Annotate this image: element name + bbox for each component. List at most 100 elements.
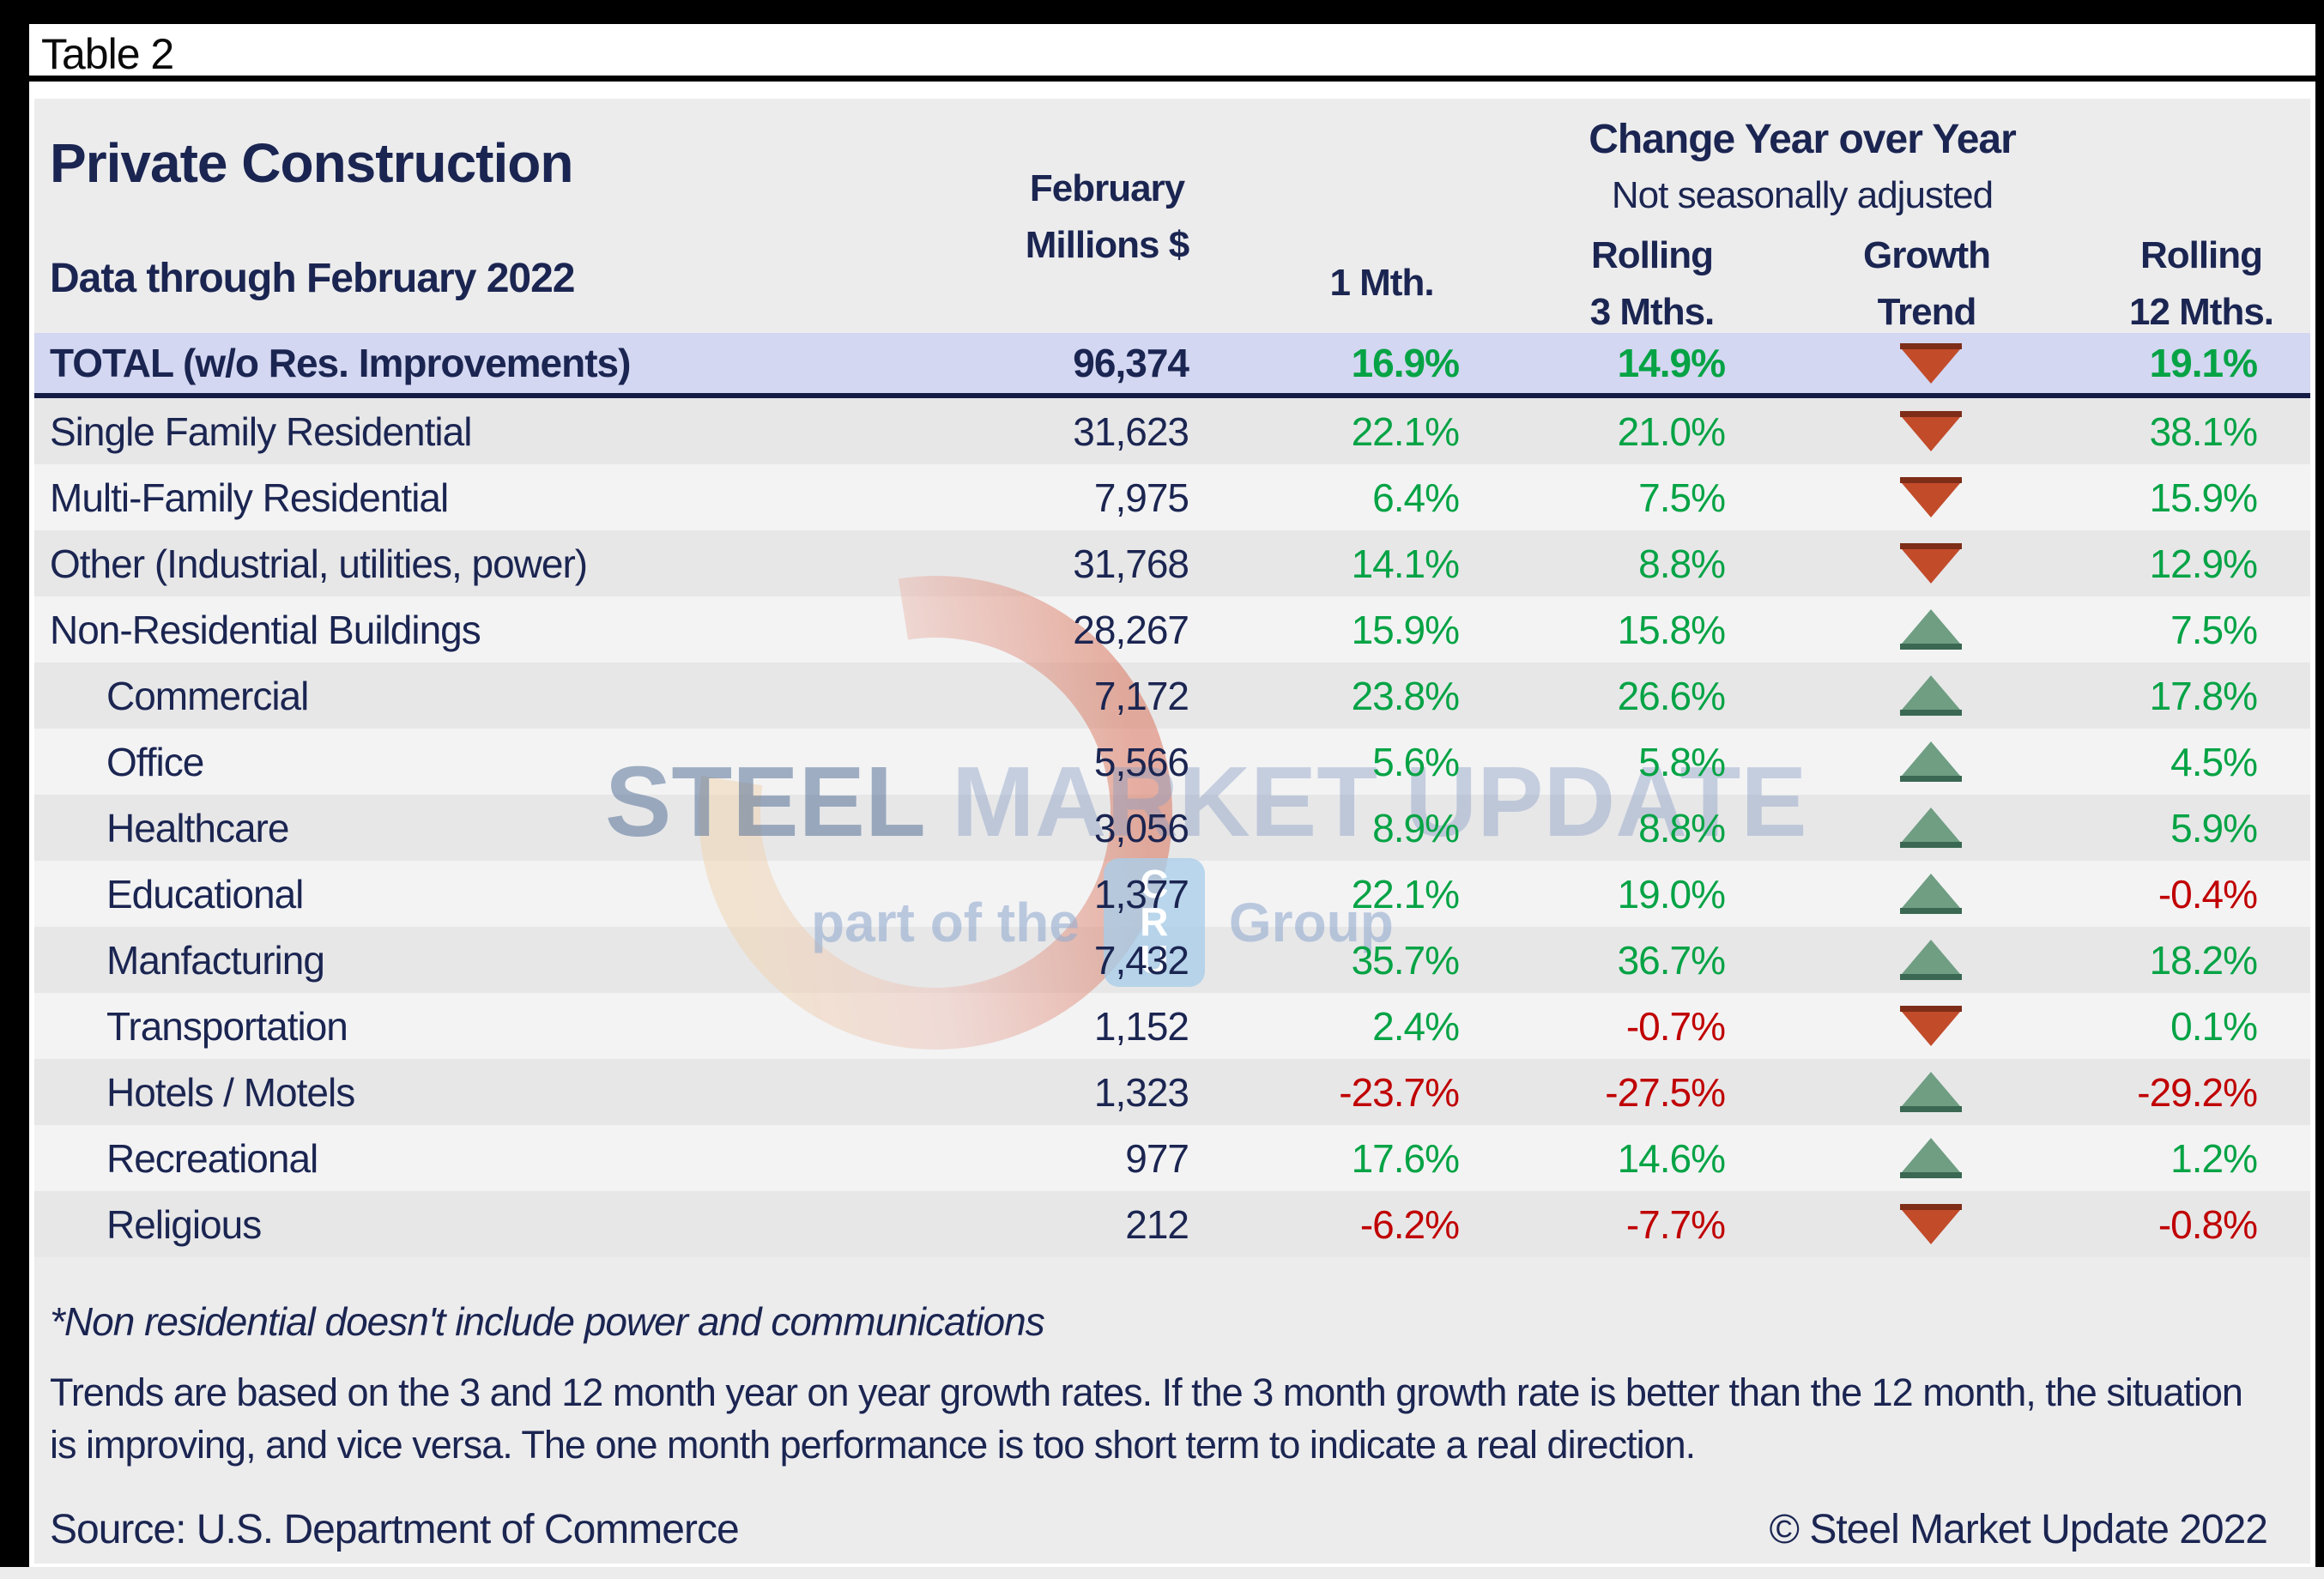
row-12mths-pct: 0.1% bbox=[2170, 1003, 2258, 1049]
row-label: TOTAL (w/o Res. Improvements) bbox=[50, 341, 631, 385]
row-3mths-pct: 19.0% bbox=[1617, 871, 1726, 917]
row-value-millions: 5,566 bbox=[1093, 739, 1189, 784]
frame-border-right bbox=[2315, 0, 2324, 1574]
trend-down-icon bbox=[1862, 993, 2000, 1059]
table-row: Office 5,566 5.6% 5.8% 4.5% bbox=[34, 729, 2310, 795]
row-1mth-pct: 8.9% bbox=[1372, 805, 1460, 850]
frame-border-left bbox=[0, 0, 29, 1574]
row-1mth-pct: 14.1% bbox=[1351, 541, 1460, 586]
trend-down-icon bbox=[1862, 333, 2000, 393]
row-3mths-pct: 36.7% bbox=[1617, 937, 1726, 983]
trend-up-icon bbox=[1862, 861, 2000, 927]
not-seasonally-adjusted-note: Not seasonally adjusted bbox=[1611, 174, 1994, 216]
trend-down-icon bbox=[1862, 464, 2000, 530]
row-label: Single Family Residential bbox=[50, 408, 472, 454]
row-1mth-pct: 22.1% bbox=[1351, 871, 1460, 917]
row-3mths-pct: 26.6% bbox=[1617, 673, 1726, 718]
column-header-millions: Millions $ bbox=[1025, 224, 1189, 266]
row-12mths-pct: 17.8% bbox=[2149, 673, 2258, 718]
row-3mths-pct: -27.5% bbox=[1605, 1069, 1726, 1115]
table-row: Other (Industrial, utilities, power) 31,… bbox=[34, 530, 2310, 596]
row-label: Other (Industrial, utilities, power) bbox=[50, 541, 588, 586]
table-row: Commercial 7,172 23.8% 26.6% 17.8% bbox=[34, 662, 2310, 729]
row-value-millions: 212 bbox=[1125, 1201, 1189, 1247]
row-12mths-pct: -0.4% bbox=[2158, 871, 2258, 917]
row-12mths-pct: 38.1% bbox=[2149, 408, 2258, 454]
row-label: Hotels / Motels bbox=[106, 1069, 355, 1115]
column-header-month: February bbox=[1029, 167, 1185, 209]
table-row: Religious 212 -6.2% -7.7% -0.8% bbox=[34, 1191, 2310, 1257]
row-1mth-pct: 5.6% bbox=[1372, 739, 1460, 784]
row-value-millions: 1,323 bbox=[1093, 1069, 1189, 1115]
row-value-millions: 7,172 bbox=[1093, 673, 1189, 718]
row-value-millions: 977 bbox=[1125, 1135, 1189, 1181]
row-label: Non-Residential Buildings bbox=[50, 607, 481, 652]
row-label: Transportation bbox=[106, 1003, 348, 1049]
trend-down-icon bbox=[1862, 530, 2000, 596]
row-1mth-pct: 6.4% bbox=[1372, 475, 1460, 520]
row-label: Religious bbox=[106, 1201, 262, 1247]
row-value-millions: 7,975 bbox=[1093, 475, 1189, 520]
row-12mths-pct: 5.9% bbox=[2170, 805, 2258, 850]
row-12mths-pct: 15.9% bbox=[2149, 475, 2258, 520]
column-header-rolling3-line2: 3 Mths. bbox=[1589, 291, 1716, 333]
table-row: Transportation 1,152 2.4% -0.7% 0.1% bbox=[34, 993, 2310, 1059]
trend-up-icon bbox=[1862, 596, 2000, 662]
row-12mths-pct: 4.5% bbox=[2170, 739, 2258, 784]
row-value-millions: 96,374 bbox=[1073, 341, 1189, 385]
row-1mth-pct: 35.7% bbox=[1351, 937, 1460, 983]
table-row: Healthcare 3,056 8.9% 8.8% 5.9% bbox=[34, 795, 2310, 861]
table-row: Recreational 977 17.6% 14.6% 1.2% bbox=[34, 1125, 2310, 1191]
row-12mths-pct: 19.1% bbox=[2149, 341, 2258, 385]
row-value-millions: 3,056 bbox=[1093, 805, 1189, 850]
row-1mth-pct: -23.7% bbox=[1339, 1069, 1460, 1115]
trend-up-icon bbox=[1862, 1125, 2000, 1191]
copyright-notice: © Steel Market Update 2022 bbox=[1769, 1507, 2268, 1552]
table-row: Hotels / Motels 1,323 -23.7% -27.5% -29.… bbox=[34, 1059, 2310, 1125]
non-residential-footnote: *Non residential doesn't include power a… bbox=[50, 1299, 1045, 1344]
table-panel: Private Construction Data through Februa… bbox=[34, 99, 2310, 1564]
column-header-rolling3-line1: Rolling bbox=[1590, 234, 1714, 276]
row-label: Educational bbox=[106, 871, 304, 917]
table-row: TOTAL (w/o Res. Improvements) 96,374 16.… bbox=[34, 333, 2310, 398]
column-header-trend-line2: Trend bbox=[1877, 291, 1977, 333]
column-header-1mth: 1 Mth. bbox=[1329, 262, 1434, 304]
row-12mths-pct: 1.2% bbox=[2170, 1135, 2258, 1181]
row-value-millions: 1,152 bbox=[1093, 1003, 1189, 1049]
row-1mth-pct: 22.1% bbox=[1351, 408, 1460, 454]
row-3mths-pct: -0.7% bbox=[1625, 1003, 1726, 1049]
row-3mths-pct: 14.9% bbox=[1617, 341, 1726, 385]
table-row: Non-Residential Buildings 28,267 15.9% 1… bbox=[34, 596, 2310, 662]
page-title: Private Construction bbox=[50, 132, 573, 194]
table-number-label: Table 2 bbox=[41, 30, 174, 78]
trend-up-icon bbox=[1862, 729, 2000, 795]
column-header-rolling12-line1: Rolling bbox=[2139, 234, 2263, 276]
row-value-millions: 31,768 bbox=[1073, 541, 1189, 586]
row-1mth-pct: 17.6% bbox=[1351, 1135, 1460, 1181]
bottom-strip bbox=[0, 1567, 2324, 1579]
row-1mth-pct: 15.9% bbox=[1351, 607, 1460, 652]
table-row: Multi-Family Residential 7,975 6.4% 7.5%… bbox=[34, 464, 2310, 530]
row-3mths-pct: -7.7% bbox=[1625, 1201, 1726, 1247]
row-label: Recreational bbox=[106, 1135, 318, 1181]
row-1mth-pct: 16.9% bbox=[1351, 341, 1460, 385]
change-yoy-group-title: Change Year over Year bbox=[1589, 117, 2017, 162]
trend-up-icon bbox=[1862, 927, 2000, 993]
data-through-subtitle: Data through February 2022 bbox=[50, 256, 575, 301]
trend-up-icon bbox=[1862, 1059, 2000, 1125]
row-3mths-pct: 8.8% bbox=[1638, 805, 1726, 850]
row-3mths-pct: 5.8% bbox=[1638, 739, 1726, 784]
source-attribution: Source: U.S. Department of Commerce bbox=[50, 1507, 740, 1552]
row-value-millions: 1,377 bbox=[1093, 871, 1189, 917]
row-1mth-pct: 2.4% bbox=[1372, 1003, 1460, 1049]
column-header-trend-line1: Growth bbox=[1863, 234, 1991, 276]
row-value-millions: 7,432 bbox=[1093, 937, 1189, 983]
row-label: Office bbox=[106, 739, 204, 784]
row-12mths-pct: -29.2% bbox=[2137, 1069, 2258, 1115]
trend-up-icon bbox=[1862, 662, 2000, 729]
row-12mths-pct: -0.8% bbox=[2158, 1201, 2258, 1247]
row-label: Manfacturing bbox=[106, 937, 325, 983]
row-12mths-pct: 12.9% bbox=[2149, 541, 2258, 586]
row-3mths-pct: 8.8% bbox=[1638, 541, 1726, 586]
